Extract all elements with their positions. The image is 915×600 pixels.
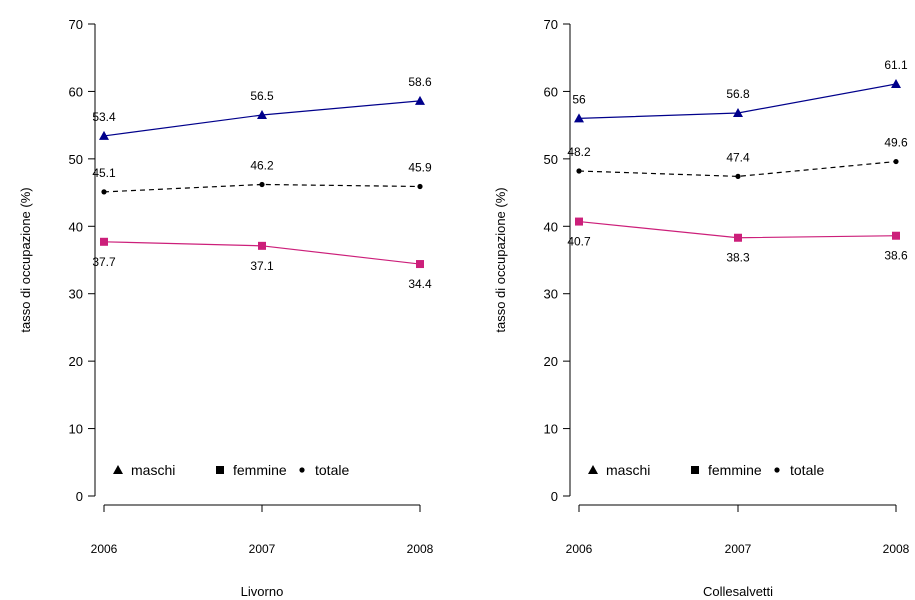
- y-tick-label: 30: [544, 287, 558, 302]
- data-label-maschi: 56: [572, 92, 586, 106]
- y-tick-label: 20: [69, 354, 83, 369]
- data-label-femmine: 37.1: [250, 259, 274, 273]
- data-point-femmine: [258, 241, 266, 250]
- legend-label-femmine: femmine: [708, 462, 762, 478]
- data-label-totale: 48.2: [567, 145, 591, 159]
- data-point-maschi: [891, 79, 901, 89]
- data-point-femmine: [734, 233, 742, 242]
- x-tick-label: 2008: [407, 542, 434, 556]
- y-tick-label: 10: [544, 422, 558, 437]
- y-axis-title: tasso di occupazione (%): [493, 187, 508, 332]
- data-label-maschi: 56.8: [726, 87, 750, 101]
- x-tick-label: 2006: [91, 542, 118, 556]
- x-axis-title: Livorno: [241, 584, 284, 599]
- data-label-maschi: 56.5: [250, 89, 274, 103]
- y-tick-label: 0: [551, 489, 558, 504]
- y-axis-title: tasso di occupazione (%): [18, 187, 33, 332]
- data-label-femmine: 38.6: [884, 249, 908, 263]
- data-point-femmine: [416, 260, 424, 269]
- series-line-totale: [578, 160, 897, 177]
- x-tick-label: 2008: [883, 542, 910, 556]
- legend-marker-maschi: [113, 465, 123, 474]
- legend-label-totale: totale: [315, 462, 349, 478]
- data-point-totale: [259, 181, 265, 188]
- data-point-totale: [735, 173, 741, 179]
- legend-label-totale: totale: [790, 462, 824, 478]
- y-tick-label: 70: [69, 17, 83, 32]
- y-tick-label: 50: [69, 152, 83, 167]
- data-point-totale: [576, 168, 582, 174]
- legend-marker-totale: [774, 467, 780, 473]
- data-point-totale: [101, 189, 107, 195]
- x-tick-label: 2007: [725, 542, 752, 556]
- y-tick-label: 20: [544, 354, 558, 369]
- data-point-maschi: [574, 113, 584, 123]
- data-point-totale: [417, 183, 423, 190]
- data-point-maschi: [415, 95, 425, 105]
- y-tick-label: 40: [544, 219, 558, 234]
- data-point-femmine: [100, 237, 108, 246]
- legend-marker-maschi: [588, 465, 598, 474]
- legend-label-maschi: maschi: [131, 462, 175, 478]
- y-tick-label: 0: [76, 489, 83, 504]
- legend-marker-totale: [299, 467, 305, 473]
- legend-label-femmine: femmine: [233, 462, 287, 478]
- y-tick-label: 40: [69, 219, 83, 234]
- data-point-maschi: [733, 108, 743, 118]
- data-point-maschi: [99, 130, 109, 140]
- x-axis-title: Collesalvetti: [703, 584, 773, 599]
- data-label-totale: 47.4: [726, 150, 750, 164]
- chart-panel-2: 0 10 20 30 40 50 60 70 2006 2007 2008 tasso di occu…: [493, 17, 910, 599]
- legend-marker-femmine: [216, 466, 224, 474]
- data-label-totale: 45.1: [92, 166, 116, 180]
- y-tick-label: 60: [69, 84, 83, 99]
- y-tick-label: 70: [544, 17, 558, 32]
- data-label-femmine: 34.4: [408, 277, 432, 291]
- data-label-totale: 45.9: [408, 161, 432, 175]
- x-tick-label: 2006: [566, 542, 593, 556]
- y-tick-label: 50: [544, 152, 558, 167]
- y-tick-label: 60: [544, 84, 558, 99]
- data-point-femmine: [575, 217, 583, 226]
- data-label-totale: 46.2: [250, 158, 274, 172]
- data-label-maschi: 61.1: [884, 58, 908, 72]
- legend-marker-femmine: [691, 466, 699, 474]
- data-point-femmine: [892, 231, 900, 240]
- y-tick-label: 10: [69, 422, 83, 437]
- y-tick-label: 30: [69, 287, 83, 302]
- data-point-totale: [893, 158, 899, 165]
- legend-label-maschi: maschi: [606, 462, 650, 478]
- data-label-femmine: 38.3: [726, 251, 750, 265]
- data-label-totale: 49.6: [884, 136, 908, 150]
- chart-panel-1: 0 10 20 30 40 50 60 70 2006 2007 2008 tasso di occu…: [18, 17, 434, 599]
- data-label-femmine: 37.7: [92, 255, 116, 269]
- data-label-femmine: 40.7: [567, 235, 591, 249]
- series-line-totale: [103, 183, 421, 193]
- data-label-maschi: 53.4: [92, 110, 116, 124]
- x-tick-label: 2007: [249, 542, 276, 556]
- data-label-maschi: 58.6: [408, 75, 432, 89]
- data-point-maschi: [257, 110, 267, 120]
